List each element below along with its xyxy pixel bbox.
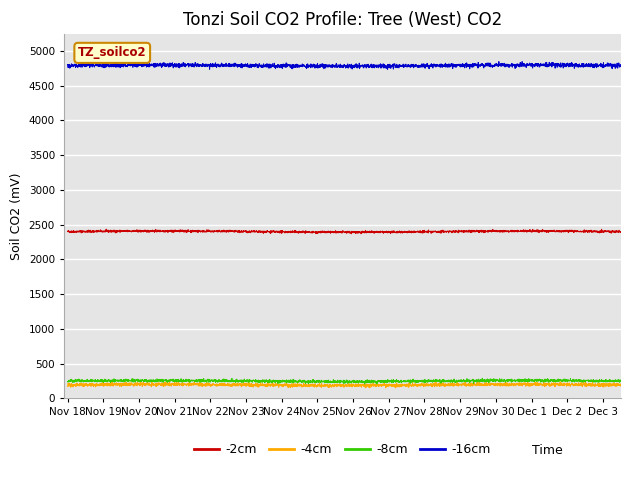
- Y-axis label: Soil CO2 (mV): Soil CO2 (mV): [10, 172, 23, 260]
- Legend: -2cm, -4cm, -8cm, -16cm: -2cm, -4cm, -8cm, -16cm: [189, 438, 495, 461]
- Text: TZ_soilco2: TZ_soilco2: [78, 47, 147, 60]
- Title: Tonzi Soil CO2 Profile: Tree (West) CO2: Tonzi Soil CO2 Profile: Tree (West) CO2: [183, 11, 502, 29]
- Text: Time: Time: [532, 444, 563, 456]
